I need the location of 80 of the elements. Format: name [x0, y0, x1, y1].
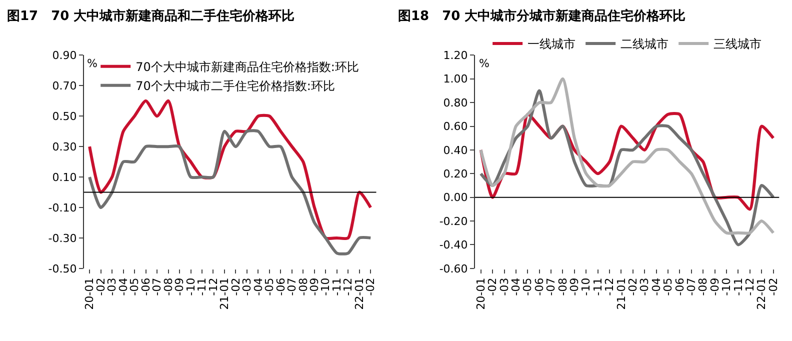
x-tick-label: -11 [732, 278, 745, 296]
x-tick-label: -11 [330, 278, 344, 296]
chart-title: 图17 70 大中城市新建商品和二手住宅价格环比 [7, 8, 295, 24]
x-tick-label: -05 [263, 278, 276, 296]
x-tick-label: -07 [684, 278, 698, 296]
x-tick-label: 21-01 [218, 278, 232, 310]
x-tick-label: -11 [591, 278, 604, 296]
legend-label: 70个大中城市二手住宅价格指数:环比 [136, 79, 335, 94]
x-tick-label: 22-01 [352, 278, 366, 310]
x-tick-label: 22-01 [755, 278, 768, 310]
y-tick-label: 0.80 [443, 96, 468, 110]
x-tick-label: -08 [556, 278, 570, 296]
x-tick-label: -07 [150, 278, 164, 296]
x-tick-label: -09 [308, 278, 321, 296]
x-tick-label: -02 [94, 278, 108, 296]
x-tick-label: -02 [229, 278, 242, 296]
y-tick-label: -0.50 [48, 262, 77, 276]
y-tick-label: 0.40 [443, 144, 468, 157]
y-tick-label: -0.60 [439, 262, 468, 276]
x-tick-label: 20-01 [83, 278, 96, 310]
y-tick-label: 0.10 [52, 170, 77, 184]
x-tick-label: -06 [139, 278, 152, 296]
x-tick-label: -03 [638, 278, 652, 296]
y-tick-label: 0.60 [443, 120, 468, 134]
y-tick-label: 1.00 [443, 72, 468, 86]
x-tick-label: -02 [486, 278, 500, 296]
x-tick-label: -04 [650, 278, 663, 296]
y-tick-label: -0.30 [48, 232, 77, 245]
y-axis-title: % [479, 57, 490, 70]
legend-label: 三线城市 [714, 37, 762, 52]
x-tick-label: -05 [662, 278, 675, 296]
x-tick-label: -09 [708, 278, 722, 296]
x-tick-label: -07 [544, 278, 558, 296]
x-tick-label: -04 [510, 278, 523, 296]
x-tick-label: 21-01 [614, 278, 628, 310]
x-tick-label: 20-01 [474, 278, 488, 310]
x-tick-label: -07 [286, 278, 299, 296]
x-tick-label: -03 [498, 278, 511, 296]
x-tick-label: -10 [580, 278, 593, 296]
y-axis-title: % [87, 57, 98, 70]
x-tick-label: -02 [626, 278, 640, 296]
y-tick-label: -0.40 [439, 238, 468, 252]
x-tick-label: -12 [603, 278, 616, 296]
x-tick-label: -09 [173, 278, 186, 296]
x-tick-label: -05 [521, 278, 534, 296]
legend-label: 二线城市 [620, 37, 669, 52]
x-tick-label: -03 [106, 278, 119, 296]
y-tick-label: 0.50 [52, 110, 77, 123]
x-tick-label: -09 [568, 278, 582, 296]
x-tick-label: -08 [162, 278, 175, 296]
y-tick-label: 0.70 [52, 80, 77, 93]
x-tick-label: -12 [206, 278, 220, 296]
y-tick-label: 1.20 [443, 49, 468, 62]
y-tick-label: 0.90 [52, 49, 77, 62]
x-tick-label: -04 [116, 278, 130, 296]
x-tick-label: -08 [696, 278, 710, 296]
x-tick-label: -06 [673, 278, 686, 296]
y-tick-label: -0.10 [48, 201, 77, 214]
x-tick-label: -10 [720, 278, 734, 296]
legend-label: 70个大中城市新建商品住宅价格指数:环比 [136, 60, 359, 74]
x-tick-label: -03 [240, 278, 254, 296]
x-tick-label: -05 [128, 278, 142, 296]
legend-label: 一线城市 [528, 37, 576, 52]
y-tick-label: 0.20 [443, 167, 468, 180]
y-tick-label: -0.20 [439, 214, 468, 228]
x-tick-label: -12 [342, 278, 355, 296]
x-tick-label: -11 [196, 278, 209, 296]
x-tick-label: -04 [252, 278, 265, 296]
chart-title: 图18 70 大中城市分城市新建商品住宅价格环比 [398, 8, 686, 24]
x-tick-label: -02 [364, 278, 378, 296]
x-tick-label: -06 [532, 278, 546, 296]
x-tick-label: -06 [274, 278, 288, 296]
x-tick-label: -10 [184, 278, 198, 296]
y-tick-label: 0.00 [443, 191, 468, 204]
x-tick-label: -12 [743, 278, 756, 296]
x-tick-label: -10 [319, 278, 332, 296]
line-series [88, 129, 372, 256]
x-tick-label: -08 [296, 278, 310, 296]
y-tick-label: 0.30 [52, 140, 77, 154]
x-tick-label: -02 [766, 278, 780, 296]
